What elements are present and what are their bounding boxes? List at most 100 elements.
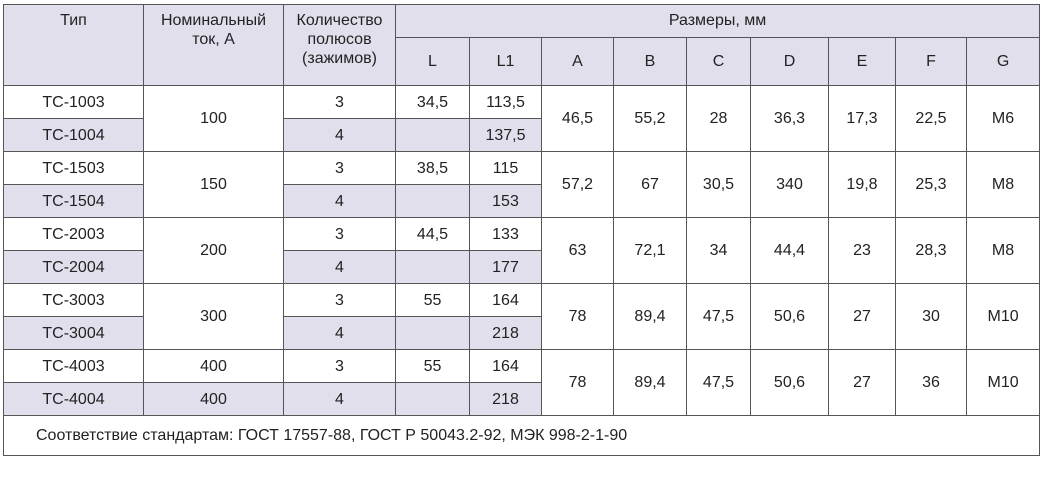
l-cell: 55 (395, 283, 470, 317)
table-row: TC-1504 4 153 (3, 184, 1040, 218)
dimension-cell: 36,3 (750, 85, 829, 152)
poles-cell: 3 (283, 217, 396, 251)
header-column: B (613, 37, 687, 86)
type-cell: TC-4004 (3, 382, 144, 416)
l1-cell: 115 (469, 151, 542, 185)
l-cell (395, 184, 470, 218)
table-row: Тип Номинальный ток, А Количество полюсов … (3, 4, 1041, 86)
l1-cell: 177 (469, 250, 542, 284)
dimension-cell: 50,6 (750, 283, 829, 350)
current-cell: 400 (143, 349, 284, 383)
table-row: TC-1503 150 3 38,5 115 57,2 67 30,5 340 19,8 25,3 M… (3, 151, 1041, 218)
header-column: A (541, 37, 614, 86)
dimension-cell: M10 (965, 283, 1041, 350)
l1-cell: 133 (469, 217, 542, 251)
header-column: F (895, 37, 967, 86)
footer-note: Соответствие стандартам: ГОСТ 17557-88, … (2, 415, 1041, 456)
dimension-cell: 55,2 (613, 85, 687, 152)
l1-cell: 153 (469, 184, 542, 218)
l-cell (395, 250, 470, 284)
dimension-cell: M8 (965, 217, 1041, 284)
dimension-cell: M8 (965, 151, 1041, 218)
l-cell: 34,5 (395, 85, 470, 119)
table-row: L L1 A B C D E F G (4, 37, 1041, 86)
l-cell (395, 382, 470, 416)
dimension-cell: 46,5 (541, 85, 614, 152)
dimension-cell: 63 (541, 217, 614, 284)
l-cell: 38,5 (395, 151, 470, 185)
l-cell (395, 316, 470, 350)
dimension-cell: 89,4 (613, 349, 687, 416)
table-row: TC-1004 4 137,5 (3, 118, 1040, 152)
dimension-cell: 30 (895, 283, 967, 350)
l1-cell: 164 (469, 283, 542, 317)
header-column: G (965, 37, 1041, 86)
dimension-cell: 22,5 (895, 85, 967, 152)
header-column: L1 (469, 37, 542, 86)
type-cell: TC-1004 (3, 118, 144, 152)
table-row: TC-3003 300 3 55 164 78 89,4 47,5 50,6 27 30 M10 (3, 283, 1041, 350)
dimension-cell: 78 (541, 349, 614, 416)
dimension-cell: 27 (828, 283, 896, 350)
table-row: TC-4004 400 4 218 (3, 382, 1040, 416)
dimension-cell: 47,5 (686, 283, 751, 350)
l1-cell: 164 (469, 349, 542, 383)
poles-cell: 4 (283, 250, 396, 284)
poles-cell: 4 (283, 184, 396, 218)
dimension-cell: 28,3 (895, 217, 967, 284)
dimension-cell: 340 (750, 151, 829, 218)
header-current: Номинальный ток, А (143, 4, 284, 86)
header-column: D (750, 37, 829, 86)
dimension-cell: 67 (613, 151, 687, 218)
dimension-cell: 30,5 (686, 151, 751, 218)
type-cell: TC-1504 (3, 184, 144, 218)
poles-cell: 4 (283, 316, 396, 350)
type-cell: TC-1503 (3, 151, 144, 185)
dimension-cell: 23 (828, 217, 896, 284)
current-cell: 100 (143, 85, 284, 152)
current-cell: 200 (143, 217, 284, 284)
dimension-cell: 89,4 (613, 283, 687, 350)
poles-cell: 4 (283, 382, 396, 416)
header-column: C (686, 37, 751, 86)
type-cell: TC-2003 (3, 217, 144, 251)
l-cell: 55 (395, 349, 470, 383)
table-row: TC-2003 200 3 44,5 133 63 72,1 34 44,4 23 28,3 M8 (3, 217, 1041, 284)
table-row: Соответствие стандартам: ГОСТ 17557-88, … (2, 415, 1041, 456)
l1-cell: 113,5 (469, 85, 542, 119)
poles-cell: 3 (283, 349, 396, 383)
poles-cell: 3 (283, 151, 396, 185)
dimension-cell: M10 (965, 349, 1041, 416)
l1-cell: 218 (469, 316, 542, 350)
dimension-cell: 50,6 (750, 349, 829, 416)
l-cell: 44,5 (395, 217, 470, 251)
table-row: TC-1003 100 3 34,5 113,5 46,5 55,2 28 36,3 17,3 22… (3, 85, 1041, 152)
table-body: Тип Номинальный ток, А Количество полюсов … (2, 4, 1041, 456)
dimension-cell: 34 (686, 217, 751, 284)
poles-cell: 4 (283, 118, 396, 152)
poles-cell: 3 (283, 85, 396, 119)
type-cell: TC-2004 (3, 250, 144, 284)
current-cell: 150 (143, 151, 284, 218)
header-type: Тип (3, 4, 144, 86)
dimension-cell: 28 (686, 85, 751, 152)
type-cell: TC-4003 (3, 349, 144, 383)
table-row: TC-4003 400 3 55 164 78 89,4 47,5 50,6 27 36 M10 (3, 349, 1041, 416)
dimension-cell: 57,2 (541, 151, 614, 218)
dimension-cell: 19,8 (828, 151, 896, 218)
header-poles: Количество полюсов (зажимов) (283, 4, 396, 86)
dimension-cell: 25,3 (895, 151, 967, 218)
dimension-cell: 36 (895, 349, 967, 416)
type-cell: TC-3004 (3, 316, 144, 350)
type-cell: TC-1003 (3, 85, 144, 119)
dimension-cell: 17,3 (828, 85, 896, 152)
current-cell: 400 (143, 382, 284, 416)
dimension-cell: 27 (828, 349, 896, 416)
current-cell: 300 (143, 283, 284, 350)
type-cell: TC-3003 (3, 283, 144, 317)
dimension-cell: 44,4 (750, 217, 829, 284)
dimension-cell: 78 (541, 283, 614, 350)
header-sizes: Размеры, мм (394, 4, 1041, 38)
table-row: TC-2004 4 177 (3, 250, 1040, 284)
